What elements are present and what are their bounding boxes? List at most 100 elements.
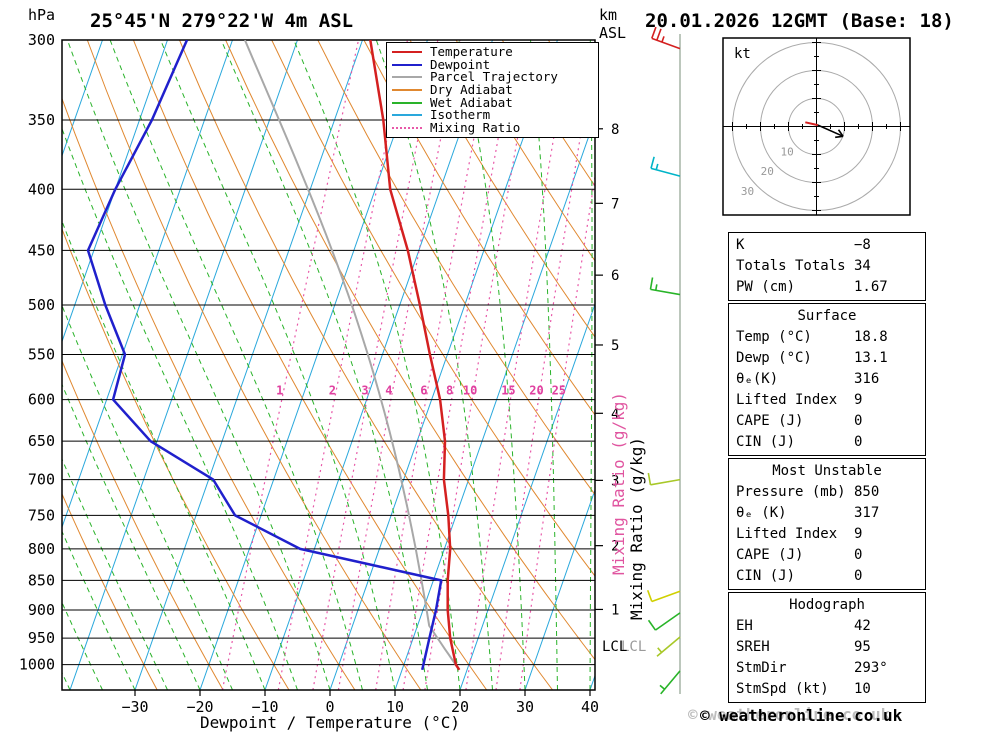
stat-row: EH 42 xyxy=(729,616,925,637)
legend-swatch-isotherm xyxy=(392,114,422,117)
hodograph-panel: 10 20 30 kt xyxy=(722,37,911,216)
lcl-marker-shadow: LCL xyxy=(621,639,646,655)
stat-label: Lifted Index xyxy=(736,392,838,408)
pressure-tick-label: 450 xyxy=(28,241,55,259)
stat-label: StmSpd (kt) xyxy=(736,681,829,697)
wind-barb xyxy=(650,156,681,177)
mixing-ratio-value-label: 4 xyxy=(385,384,392,398)
pressure-tick-labels: 300 350 400 450 500 550 600 650 700 750 800 850 900 9… xyxy=(19,31,55,674)
pressure-tick-label: 800 xyxy=(28,540,55,558)
temperature-tick-label: −10 xyxy=(251,698,278,716)
temperature-tick-label: 20 xyxy=(451,698,469,716)
legend-swatch-mixing-ratio xyxy=(392,126,422,129)
stat-row: Totals Totals 34 xyxy=(729,256,925,277)
wind-barb xyxy=(646,589,681,603)
stat-label: Temp (°C) xyxy=(736,329,812,345)
stat-label: CIN (J) xyxy=(736,568,796,584)
temperature-tick-label: 10 xyxy=(386,698,404,716)
legend-label: Temperature xyxy=(430,44,513,60)
stat-row: Lifted Index 9 xyxy=(729,524,925,545)
legend-label: Dry Adiabat xyxy=(430,82,513,98)
pressure-tick-label: 350 xyxy=(28,111,55,129)
stat-value: 95 xyxy=(854,639,871,655)
hodograph-trace-low xyxy=(805,121,819,127)
temperature-tick-label: 40 xyxy=(581,698,599,716)
altitude-tick-label: 5 xyxy=(611,338,619,354)
stat-value: 0 xyxy=(854,434,863,450)
legend-item: Parcel Trajectory xyxy=(392,71,593,84)
legend-swatch-dewpoint xyxy=(392,63,422,66)
altitude-tick-label: 4 xyxy=(611,406,619,422)
stats-section-header: Hodograph xyxy=(789,597,865,613)
mixing-ratio-value-label: 10 xyxy=(463,384,477,398)
stat-value: 42 xyxy=(854,618,871,634)
legend-swatch-dry-adiabat xyxy=(392,89,422,92)
mixing-ratio-value-label: 15 xyxy=(501,384,515,398)
legend-swatch-wet-adiabat xyxy=(392,101,422,104)
temperature-tick-label: 0 xyxy=(325,698,334,716)
legend-item: Dewpoint xyxy=(392,58,593,72)
stat-row: StmSpd (kt) 10 xyxy=(729,679,925,700)
pressure-tick-label: 950 xyxy=(28,629,55,647)
dewpoint-line xyxy=(86,40,443,671)
legend-item: Temperature xyxy=(392,46,593,59)
stat-label: Totals Totals xyxy=(736,258,846,274)
hodograph-ring-label: 20 xyxy=(761,165,774,178)
pressure-tick-label: 750 xyxy=(28,506,55,524)
mixing-ratio-value-label: 6 xyxy=(420,384,427,398)
stat-value: 850 xyxy=(854,484,880,500)
stat-row: Pressure (mb) 850 xyxy=(729,482,925,503)
legend-swatch-parcel-trajectory xyxy=(392,76,422,79)
mixing-ratio-axis-label: Mixing Ratio (g/kg) xyxy=(627,436,646,620)
isotherm-lines xyxy=(62,40,595,690)
parcel-trajectory-line xyxy=(243,40,461,671)
stat-value: 10 xyxy=(854,681,871,697)
stat-label: Pressure (mb) xyxy=(736,484,846,500)
stat-row: Temp (°C) 18.8 xyxy=(729,327,925,348)
stat-row: CIN (J) 0 xyxy=(729,566,925,587)
stat-row: Lifted Index 9 xyxy=(729,390,925,411)
pressure-tick-label: 550 xyxy=(28,345,55,363)
legend-swatch-temperature xyxy=(392,51,422,54)
stat-label: Lifted Index xyxy=(736,526,838,542)
mixing-ratio-value-labels: 1 2 3 4 6 8 10 15 20 25 xyxy=(276,384,566,398)
altitude-tick-label: 2 xyxy=(611,539,619,555)
pressure-tick-label: 400 xyxy=(28,180,55,198)
stat-row: θₑ(K) 316 xyxy=(729,369,925,390)
pressure-tick-label: 500 xyxy=(28,296,55,314)
lcl-marker: LCL xyxy=(602,639,627,655)
datetime-title: 20.01.2026 12GMT (Base: 18) xyxy=(645,10,954,32)
stat-row: θₑ (K) 317 xyxy=(729,503,925,524)
mixing-ratio-value-label: 8 xyxy=(446,384,453,398)
temperature-tick-label: 30 xyxy=(516,698,534,716)
stats-box-most-unstable: Most Unstable Pressure (mb) 850 θₑ (K) 317 Li… xyxy=(728,458,926,590)
pressure-tick-label: 700 xyxy=(28,471,55,489)
mixing-ratio-value-label: 2 xyxy=(329,384,336,398)
pressure-tick-label: 300 xyxy=(28,31,55,49)
stats-box-indices: K −8 Totals Totals 34 PW (cm) 1.67 xyxy=(728,232,926,301)
stat-value: 0 xyxy=(854,547,863,563)
stat-value: 0 xyxy=(854,413,863,429)
legend-label: Isotherm xyxy=(430,107,491,123)
stat-row: CAPE (J) 0 xyxy=(729,545,925,566)
stat-label: CAPE (J) xyxy=(736,547,804,563)
stat-label: θₑ(K) xyxy=(736,371,779,387)
stat-row: CAPE (J) 0 xyxy=(729,411,925,432)
mixing-ratio-value-label: 25 xyxy=(552,384,566,398)
hodograph-arrowhead xyxy=(837,129,844,137)
stats-section-header: Most Unstable xyxy=(772,463,882,479)
stat-label: CAPE (J) xyxy=(736,413,804,429)
legend-item: Wet Adiabat xyxy=(392,96,593,109)
hodograph-ring-label: 30 xyxy=(741,185,754,198)
stat-label: Dewp (°C) xyxy=(736,350,812,366)
wind-barb xyxy=(651,26,681,50)
legend-item: Dry Adiabat xyxy=(392,82,593,98)
stat-row: PW (cm) 1.67 xyxy=(729,277,925,298)
altitude-tick-label: 8 xyxy=(611,122,619,138)
temperature-tick-label: −20 xyxy=(186,698,213,716)
stat-label: K xyxy=(736,237,745,253)
stat-value: 316 xyxy=(854,371,880,387)
altitude-tick-label: 7 xyxy=(611,196,619,212)
pressure-gridlines xyxy=(62,39,595,666)
altitude-tick-label: 1 xyxy=(611,602,619,618)
